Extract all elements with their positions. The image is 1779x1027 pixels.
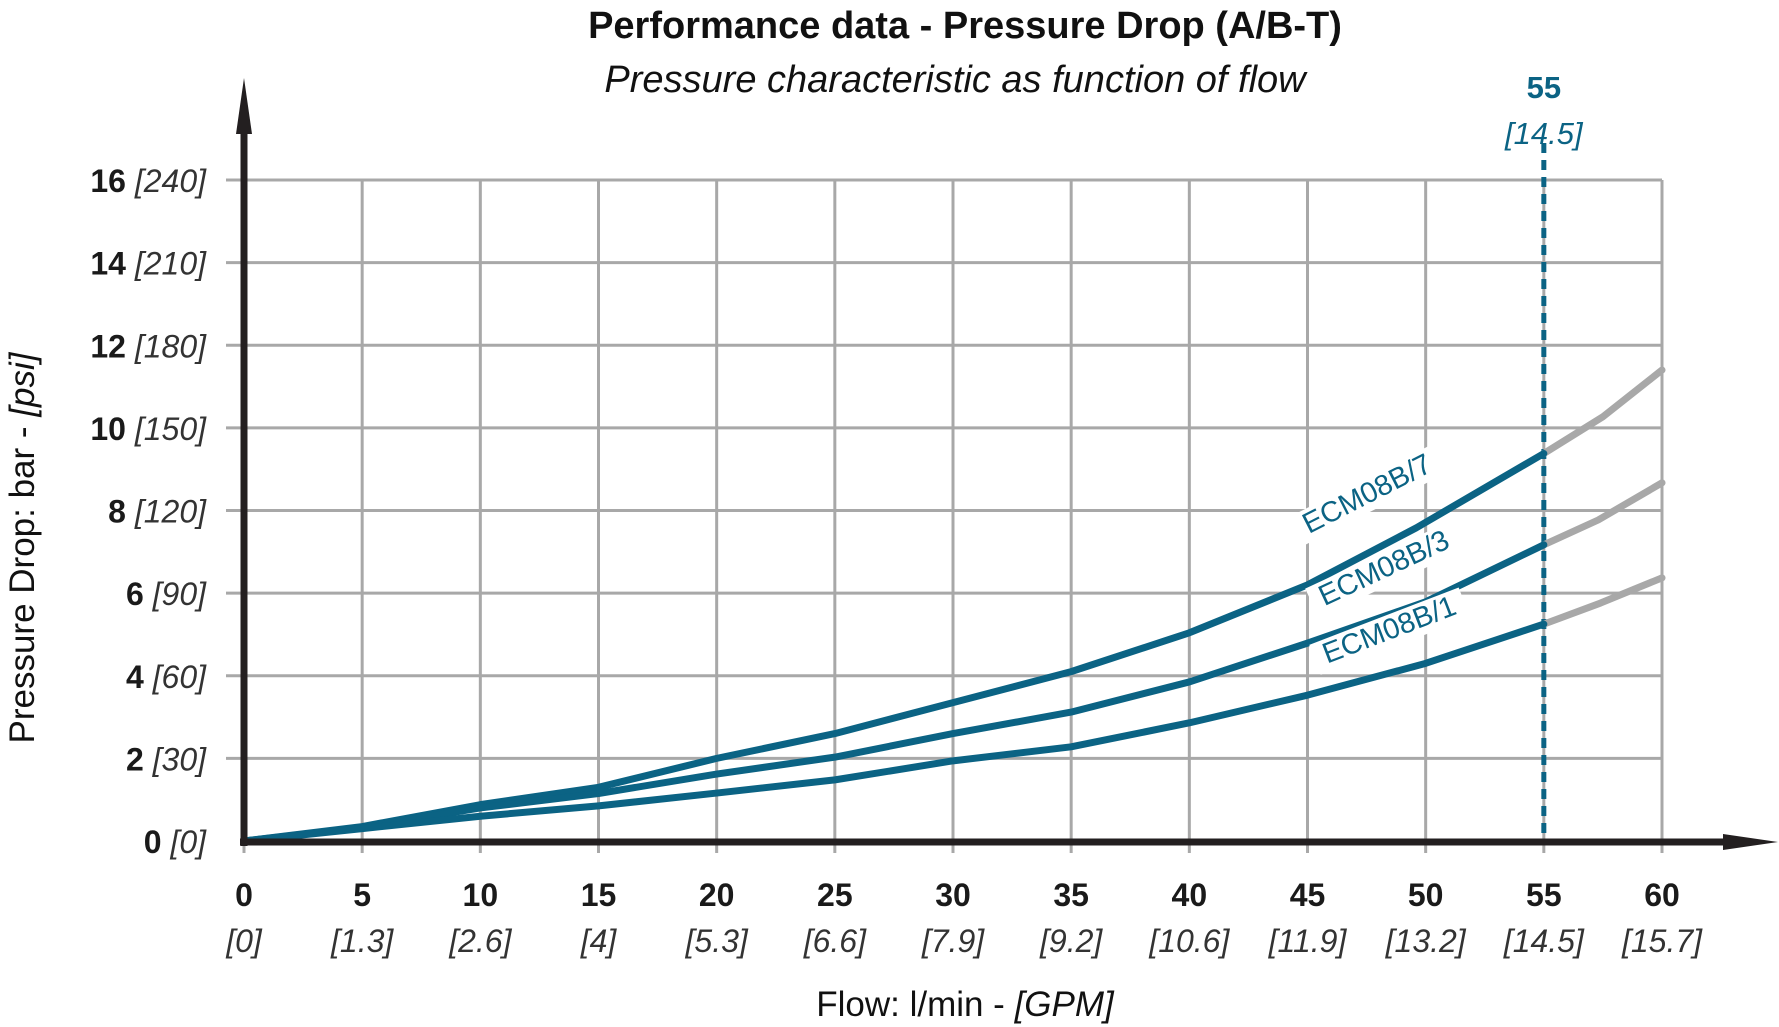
series-label-background — [1289, 444, 1447, 546]
y-tick-alt-value: [0] — [169, 824, 207, 860]
x-tick-label: 45 — [1290, 877, 1326, 913]
reference-line-label: 55 — [1527, 70, 1561, 105]
series-extension-line — [1540, 574, 1666, 628]
reference-line-alt-label: [14.5] — [1504, 116, 1584, 151]
y-tick-alt-value: [210] — [134, 246, 207, 282]
y-tick-alt-value: [180] — [134, 328, 207, 364]
x-tick-alt-label: [0] — [225, 923, 263, 959]
y-tick-value: 12 — [90, 328, 134, 364]
y-tick-alt-value: [150] — [134, 411, 207, 447]
x-tick-label: 15 — [581, 877, 617, 913]
x-tick-label: 0 — [235, 877, 253, 913]
y-tick-value: 4 — [126, 659, 153, 695]
y-tick-alt-value: [90] — [152, 576, 207, 612]
x-tick-label: 25 — [817, 877, 853, 913]
series-label-background — [1309, 587, 1471, 675]
x-tick-alt-label: [11.9] — [1268, 923, 1348, 959]
chart-subtitle: Pressure characteristic as function of f… — [604, 59, 1308, 101]
chart-title: Performance data - Pressure Drop (A/B-T) — [588, 5, 1342, 47]
x-tick-label: 10 — [463, 877, 499, 913]
x-axis-arrow-icon — [1723, 834, 1778, 850]
x-tick-alt-label: [1.3] — [330, 923, 394, 959]
y-tick-value: 6 — [126, 576, 153, 612]
y-tick-label: 10 [150] — [90, 411, 207, 447]
series-label-background — [1305, 521, 1464, 618]
x-tick-alt-label: [14.5] — [1503, 923, 1585, 959]
series-label-group: ECM08B/7 — [1289, 444, 1447, 546]
x-axis-title-unit: [GPM] — [1014, 985, 1115, 1024]
y-tick-label: 6 [90] — [126, 576, 207, 612]
y-axis-arrow-icon — [236, 78, 252, 134]
y-tick-label: 0 [0] — [144, 824, 207, 860]
y-tick-label: 14 [210] — [90, 246, 207, 282]
y-axis-title-main: Pressure Drop: bar - — [3, 426, 42, 743]
x-tick-label: 35 — [1053, 877, 1089, 913]
x-tick-label: 55 — [1526, 877, 1562, 913]
grid — [226, 178, 1664, 853]
x-tick-alt-label: [15.7] — [1621, 923, 1703, 959]
series-layer — [240, 366, 1666, 845]
y-tick-label: 16 [240] — [90, 163, 207, 199]
x-tick-alt-label: [13.2] — [1385, 923, 1467, 959]
x-tick-label: 20 — [699, 877, 735, 913]
y-tick-alt-value: [240] — [134, 163, 207, 199]
y-tick-alt-value: [60] — [152, 659, 207, 695]
y-tick-value: 2 — [126, 741, 153, 777]
x-tick-alt-label: [7.9] — [921, 923, 985, 959]
x-tick-alt-label: [9.2] — [1039, 923, 1103, 959]
y-tick-label: 4 [60] — [126, 659, 207, 695]
y-tick-alt-value: [30] — [152, 741, 207, 777]
y-axis-title-unit: [psi] — [3, 351, 42, 417]
x-tick-label: 40 — [1172, 877, 1208, 913]
y-tick-label: 8 [120] — [108, 494, 207, 530]
x-tick-label: 5 — [353, 877, 371, 913]
y-tick-value: 0 — [144, 824, 171, 860]
x-axis-title-main: Flow: l/min - — [816, 985, 1005, 1024]
x-tick-alt-label: [10.6] — [1148, 923, 1230, 959]
y-tick-value: 10 — [90, 411, 134, 447]
x-tick-label: 60 — [1644, 877, 1680, 913]
y-tick-labels: 0 [0] 2 [30] 4 [60] 6 [90] 8 [120] 10 [150] 12… — [90, 163, 207, 860]
y-tick-alt-value: [120] — [134, 494, 207, 530]
x-tick-alt-label: [4] — [580, 923, 618, 959]
y-tick-value: 16 — [90, 163, 134, 199]
x-tick-alt-label: [6.6] — [803, 923, 867, 959]
series-line — [240, 620, 1548, 845]
y-tick-value: 8 — [108, 494, 135, 530]
x-tick-labels: 0 [0] 5 [1.3] 10 [2.6] 15 [4] 20 [5.3] 25 [6.6] 30 [7… — [225, 877, 1703, 959]
series-extension-line — [1540, 479, 1666, 549]
y-tick-value: 14 — [90, 246, 134, 282]
series-extension-line — [1540, 366, 1666, 457]
axes — [236, 78, 1778, 850]
y-axis-title: Pressure Drop: bar - [psi] — [3, 351, 42, 743]
x-tick-label: 50 — [1408, 877, 1444, 913]
y-tick-label: 12 [180] — [90, 328, 207, 364]
x-tick-alt-label: [5.3] — [685, 923, 749, 959]
reference-line-group: 55 [14.5] — [1504, 70, 1584, 841]
x-tick-label: 30 — [935, 877, 971, 913]
y-tick-label: 2 [30] — [126, 741, 207, 777]
x-tick-alt-label: [2.6] — [448, 923, 512, 959]
x-axis-title: Flow: l/min - [GPM] — [816, 985, 1115, 1024]
series-line — [240, 541, 1548, 845]
